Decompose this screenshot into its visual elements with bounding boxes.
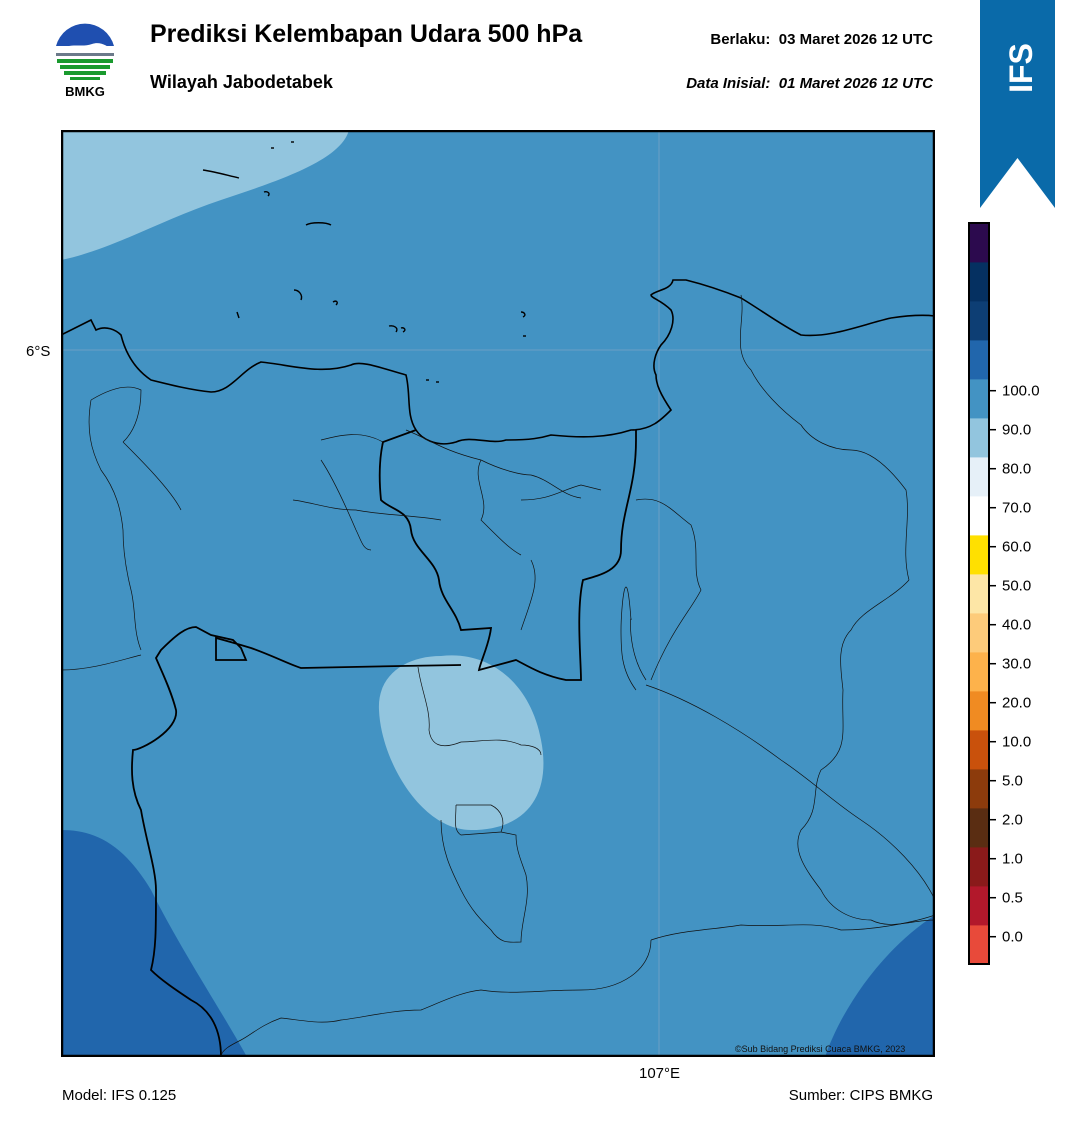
valid-label: Berlaku: [710, 31, 771, 48]
region-subtitle: Wilayah Jabodetabek [150, 72, 333, 92]
humidity-base-area [61, 130, 935, 1057]
humidity-map [61, 130, 935, 1057]
init-label: Data Inisial: [686, 75, 771, 92]
colorbar-swatch [969, 223, 989, 263]
model-ribbon: IFS [980, 0, 1055, 208]
humidity-zone-northwest [61, 130, 349, 260]
colorbar-tick-label: 80.0 [1002, 461, 1031, 478]
regency-borders [61, 294, 935, 1057]
humidity-colorbar: 0.0 0.5 1.0 2.0 5.0 10.0 20.0 30.0 40.0 50.0 60.0 7… [968, 222, 1040, 965]
page-title: Prediksi Kelembapan Udara 500 hPa [150, 20, 583, 48]
ribbon-shape [980, 0, 1055, 208]
colorbar-swatch [969, 379, 989, 419]
colorbar-swatch [969, 340, 989, 380]
humidity-zone-southeast [825, 915, 935, 1057]
init-time: Data Inisial: 01 Maret 2026 12 UTC [686, 75, 933, 92]
humidity-zone-center [378, 655, 544, 830]
humidity-zone-southwest [61, 830, 247, 1057]
colorbar-swatch [969, 652, 989, 692]
colorbar-tick-label: 0.0 [1002, 929, 1023, 946]
colorbar-swatch [969, 730, 989, 770]
islands [202, 141, 526, 383]
coastline [61, 279, 935, 445]
colorbar-tick-label: 90.0 [1002, 422, 1031, 439]
colorbar-frame [968, 222, 990, 965]
colorbar-tick-label: 60.0 [1002, 539, 1031, 556]
init-value: 01 Maret 2026 12 UTC [778, 75, 933, 92]
colorbar-tick-label: 10.0 [1002, 734, 1031, 751]
colorbar-swatch [969, 769, 989, 809]
colorbar-swatch [969, 457, 989, 497]
latitude-label: 6°S [26, 343, 51, 360]
source-label: Sumber: CIPS BMKG [788, 1087, 933, 1104]
colorbar-swatch [969, 418, 989, 458]
colorbar-swatch [969, 301, 989, 341]
map-frame [61, 130, 935, 1057]
model-label: Model: IFS 0.125 [62, 1087, 177, 1104]
colorbar-swatch [969, 262, 989, 302]
province-border [378, 429, 637, 681]
ribbon-text: IFS [1003, 43, 1039, 93]
province-border-west [131, 626, 462, 1057]
logo-text: BMKG [65, 84, 105, 99]
colorbar-swatch [969, 925, 989, 965]
colorbar-swatch [969, 613, 989, 653]
colorbar-tick-label: 5.0 [1002, 773, 1023, 790]
valid-value: 03 Maret 2026 12 UTC [778, 31, 933, 48]
colorbar-tick-label: 30.0 [1002, 656, 1031, 673]
colorbar-swatch [969, 808, 989, 848]
valid-time: Berlaku: 03 Maret 2026 12 UTC [710, 31, 933, 48]
colorbar-tick-label: 70.0 [1002, 500, 1031, 517]
colorbar-tick-label: 20.0 [1002, 695, 1031, 712]
map-credit: ©Sub Bidang Prediksi Cuaca BMKG, 2023 [735, 1044, 906, 1054]
colorbar-tick-label: 40.0 [1002, 617, 1031, 634]
colorbar-swatch [969, 496, 989, 536]
colorbar-tick-label: 1.0 [1002, 851, 1023, 868]
colorbar-swatch [969, 847, 989, 887]
colorbar-tick-label: 50.0 [1002, 578, 1031, 595]
colorbar-swatch [969, 691, 989, 731]
colorbar-swatch [969, 574, 989, 614]
colorbar-tick-label: 0.5 [1002, 890, 1023, 907]
bmkg-logo [54, 22, 116, 84]
colorbar-tick-label: 100.0 [1002, 383, 1040, 400]
longitude-label: 107°E [639, 1065, 681, 1082]
colorbar-swatch [969, 535, 989, 575]
colorbar-swatch [969, 886, 989, 926]
colorbar-tick-label: 2.0 [1002, 812, 1023, 829]
